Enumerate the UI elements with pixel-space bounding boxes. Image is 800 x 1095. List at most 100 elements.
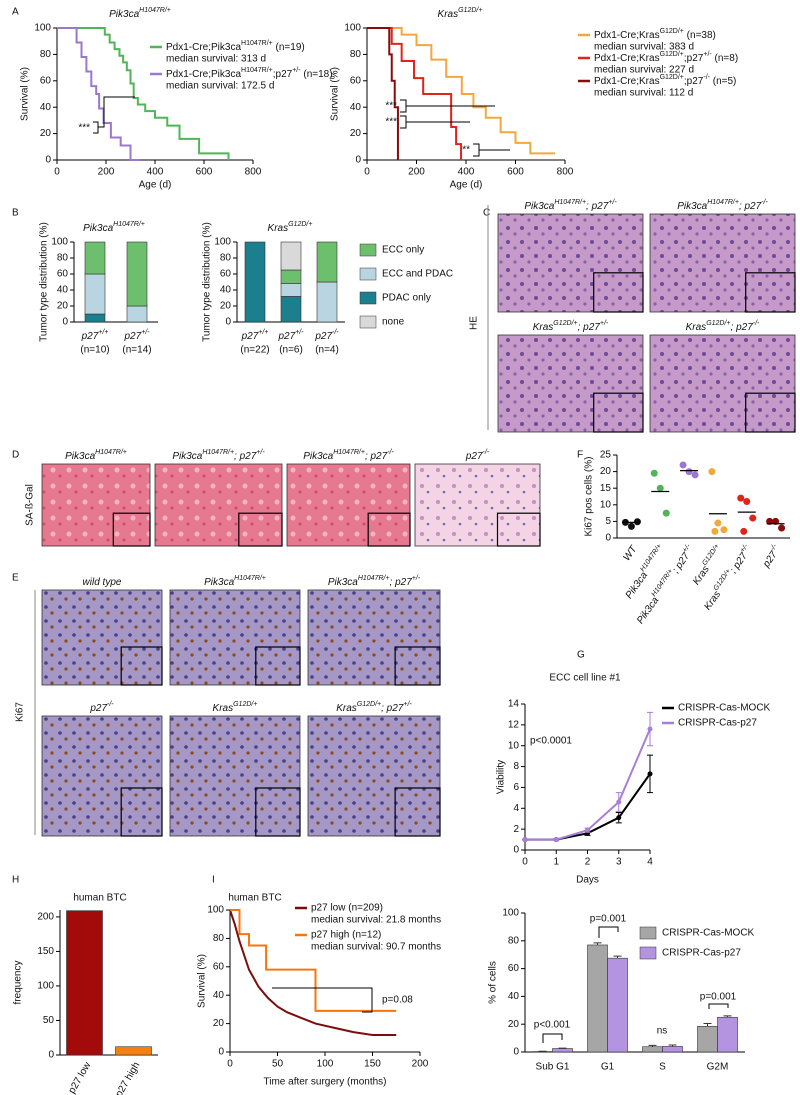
bar (662, 1046, 683, 1053)
bar-segment (84, 313, 106, 323)
y-tick-label: 2 (513, 824, 519, 835)
micrograph (307, 589, 441, 686)
dot (740, 527, 748, 535)
y-axis-label: Viability (496, 760, 507, 794)
superscript: G12D/+ (713, 568, 733, 592)
text-part: wild type (83, 577, 122, 588)
superscript: +/+ (258, 329, 268, 336)
annotation: p<0.001 (534, 1020, 571, 1031)
superscript: H1047R/+ (554, 199, 586, 206)
x-tick-note: (n=4) (315, 345, 339, 356)
text-part: ; p27 (586, 201, 609, 212)
x-tick-label: 600 (507, 167, 524, 178)
error-bar (593, 942, 602, 945)
dot (662, 509, 670, 517)
y-tick-label: 0 (62, 317, 68, 328)
superscript: +/- (292, 67, 301, 74)
text-part: ; p27 (234, 451, 257, 462)
side-label: Ki67 (15, 702, 26, 722)
y-tick-label: 20 (508, 1019, 520, 1030)
y-tick-label: 100 (51, 237, 68, 248)
inset (120, 646, 163, 686)
inset (394, 646, 441, 686)
superscript: G12D/+ (553, 320, 577, 327)
bar-segment (84, 273, 106, 315)
panel-label: A (12, 7, 19, 18)
annotation: p=0.001 (700, 992, 737, 1003)
micrograph (169, 589, 301, 686)
superscript: H1047R/+ (113, 221, 145, 228)
y-tick-label: 15 (600, 483, 612, 494)
superscript: G12D/+ (660, 28, 684, 35)
text-part: Kras (268, 223, 289, 234)
y-tick-label: 60 (220, 269, 232, 280)
x-tick-label: p27 low (67, 1060, 94, 1095)
legend-note: median survival: 383 d (594, 42, 694, 53)
annotation: *** (78, 123, 90, 134)
x-tick-label: 0 (54, 167, 60, 178)
annotation: p=0.001 (590, 914, 627, 925)
panel-label: G (577, 650, 585, 661)
text-part: p27 (89, 703, 107, 714)
inset (394, 787, 441, 837)
text-part: Kras (702, 589, 723, 612)
y-tick-label: 0 (513, 845, 519, 856)
dot (720, 526, 728, 534)
x-tick-label: p27+/+ (241, 329, 269, 341)
bar-segment (126, 305, 148, 323)
text-part: Pik3ca (328, 577, 358, 588)
inset (255, 646, 301, 686)
superscript: G12D/+ (706, 320, 730, 327)
y-tick-label: 0 (218, 1047, 224, 1058)
text-part: Pik3ca (204, 577, 234, 588)
y-tick-label: 100 (37, 981, 54, 992)
y-tick-label: 40 (57, 285, 69, 296)
text-part: Pik3ca (635, 595, 661, 626)
text-part: ; p27 (365, 451, 388, 462)
bar (642, 1046, 663, 1053)
x-tick-label: p27-/- (759, 543, 783, 571)
micrograph (649, 213, 796, 313)
text-part: ; p27 (578, 322, 601, 333)
bracket (542, 1033, 563, 1043)
inset (238, 512, 283, 547)
superscript: -/- (703, 74, 710, 81)
superscript: +/+ (98, 329, 108, 336)
image-label: p27-/- (89, 701, 114, 713)
superscript: H1047R/+ (139, 7, 171, 14)
legend-label: CRISPR-Cas-MOCK (678, 703, 771, 714)
text-part: Kras (336, 703, 357, 714)
line (230, 909, 397, 1012)
dot (749, 514, 757, 522)
image-label: Pik3caH1047R/+; p27-/- (677, 199, 768, 211)
dot (743, 497, 751, 505)
y-axis-label: Survival (%) (197, 954, 208, 1008)
y-axis-label: Ki67 pos cells (%) (584, 456, 595, 536)
bar (552, 1048, 573, 1053)
superscript: +/- (682, 543, 693, 554)
bar-segment (126, 241, 148, 307)
bar-segment (280, 241, 302, 271)
text-part: WT (621, 543, 639, 563)
image-label: Pik3caH1047R/+; p27+/- (524, 199, 617, 211)
text-part: Pik3ca (623, 570, 649, 601)
legend-label: Pdx1-Cre;KrasG12D/+;p27-/- (n=5) (594, 74, 736, 86)
superscript: +/- (403, 701, 412, 708)
panel-label: E (12, 573, 19, 584)
superscript: H1047R/+ (241, 67, 273, 74)
y-tick-label: 0 (605, 533, 611, 544)
text-part: Pik3ca (677, 201, 707, 212)
superscript: -/- (753, 320, 760, 327)
x-tick-label: 200 (412, 1059, 429, 1070)
x-tick-label: 150 (364, 1059, 381, 1070)
inset (112, 512, 151, 547)
bar (587, 944, 608, 1053)
legend-note: median survival: 227 d (594, 65, 694, 76)
y-tick-label: 20 (57, 301, 69, 312)
y-tick-label: 0 (355, 155, 361, 166)
x-tick-label: 4 (647, 857, 653, 868)
dot (714, 519, 722, 527)
inset (593, 272, 644, 313)
legend-swatch (359, 315, 377, 329)
y-tick-label: 60 (350, 75, 362, 86)
